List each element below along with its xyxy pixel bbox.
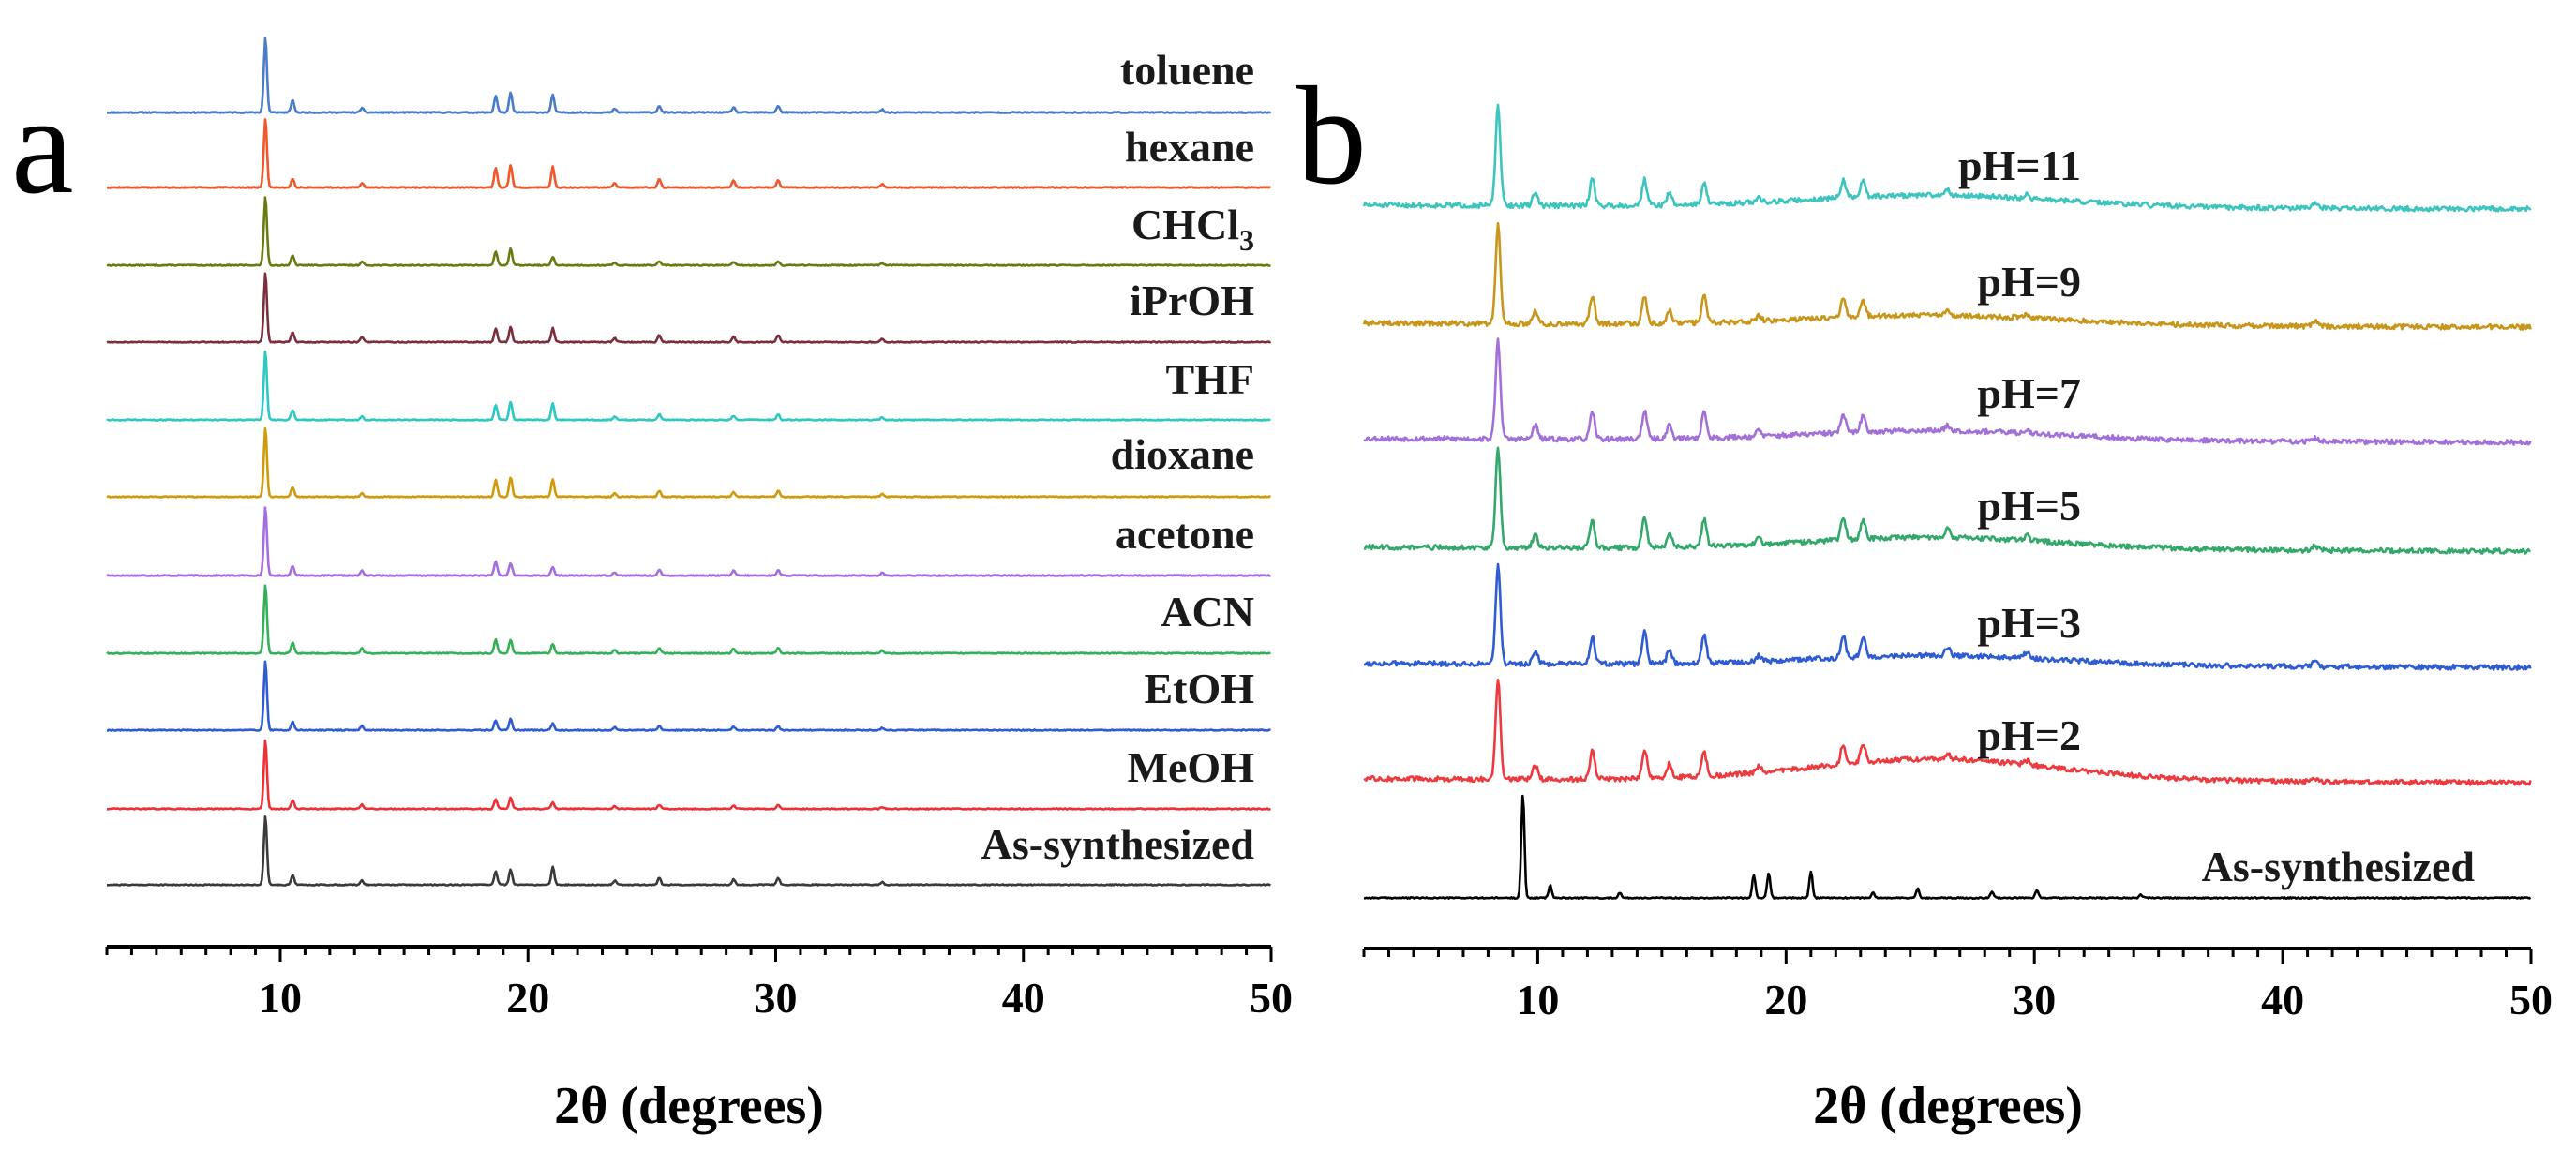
panel-b-label-ph-9: pH=9 (1977, 258, 2081, 306)
panel-b-trace-ph-11 (1362, 103, 2532, 213)
panel-a-label-hexane: hexane (1125, 123, 1254, 171)
panel-a-trace-toluene (106, 37, 1271, 114)
panel-a-traces: toluene hexane CHCl3 iPrOH THF dioxane acetone… (106, 37, 1272, 887)
panel-b-trace-ph-2 (1363, 679, 2532, 786)
panel-b-trace-ph-5 (1363, 446, 2531, 555)
panel-a-trace-acetone (106, 506, 1271, 577)
panel-a-trace-thf (106, 350, 1271, 422)
panel-a-tick-label-30: 30 (754, 974, 797, 1022)
panel-b-tick-label-10: 10 (1516, 976, 1559, 1024)
panel-a-label-toluene: toluene (1120, 46, 1254, 94)
panel-b-label-ph-7: pH=7 (1977, 369, 2081, 417)
panel-b-label-ph-3: pH=3 (1977, 599, 2081, 647)
panel-b-tick-label-40: 40 (2261, 976, 2304, 1024)
panel-a-tick-label-10: 10 (259, 974, 302, 1022)
panel-a-label-acetone: acetone (1116, 510, 1254, 558)
panel-a-trace-acn (106, 584, 1271, 655)
panel-a-trace-chcl3 (106, 196, 1271, 267)
panel-a-trace-meoh (106, 739, 1271, 811)
panel-a-label-chcl3: CHCl3 (1131, 201, 1254, 257)
panel-a-label-dioxane: dioxane (1111, 430, 1254, 478)
panel-b-label-ph-5: pH=5 (1977, 482, 2081, 530)
panel-a-label-iproh: iPrOH (1130, 277, 1254, 324)
panel-b-tick-label-30: 30 (2013, 976, 2056, 1024)
panel-b-trace-ph-9 (1362, 221, 2532, 331)
panel-a-tick-label-50: 50 (1250, 974, 1293, 1022)
panel-a-trace-as-synthesized (106, 815, 1271, 887)
panel-a-label-as-synthesized: As-synthesized (981, 820, 1255, 868)
panel-b-trace-ph-3 (1363, 562, 2532, 671)
panel-b-letter: b (1296, 58, 1367, 214)
panel-b-x-axis-title: 2θ (degrees) (1813, 1077, 2083, 1135)
panel-a: a toluene hexane CHCl3 iPrOH THF dioxane aceto… (11, 37, 1293, 1135)
panel-b-trace-ph-7 (1363, 337, 2532, 446)
panel-b-tick-label-20: 20 (1764, 976, 1807, 1024)
panel-b-label-ph-11: pH=11 (1958, 142, 2081, 189)
panel-b-label-ph-2: pH=2 (1977, 711, 2081, 759)
panel-a-x-axis-title: 2θ (degrees) (554, 1077, 824, 1135)
panel-b-label-as-synthesized: As-synthesized (2202, 843, 2476, 890)
panel-a-label-acn: ACN (1161, 588, 1254, 635)
panel-a-trace-hexane (106, 118, 1271, 189)
panel-a-trace-dioxane (106, 426, 1272, 499)
panel-b-traces: pH=11 pH=9 pH=7 pH=5 pH=3 pH=2 As-synthesized (1362, 103, 2532, 900)
panel-b-tick-label-50: 50 (2509, 976, 2553, 1024)
panel-b-trace-as-synthesized (1363, 794, 2532, 900)
panel-a-ticks: 10 20 30 40 50 (105, 947, 1293, 1022)
panel-a-label-etoh: EtOH (1144, 665, 1254, 712)
panel-a-label-thf: THF (1165, 355, 1254, 403)
panel-a-tick-label-20: 20 (506, 974, 549, 1022)
panel-a-tick-label-40: 40 (1002, 974, 1045, 1022)
panel-a-trace-iproh (106, 272, 1272, 344)
panel-b-ticks: 10 20 30 40 50 (1362, 949, 2553, 1024)
panel-a-trace-etoh (106, 660, 1271, 732)
panel-b: b pH=11 pH=9 pH=7 pH=5 pH=3 pH=2 As-synthesize… (1296, 58, 2553, 1135)
panel-a-label-meoh: MeOH (1128, 743, 1255, 791)
panel-a-letter: a (11, 67, 74, 223)
